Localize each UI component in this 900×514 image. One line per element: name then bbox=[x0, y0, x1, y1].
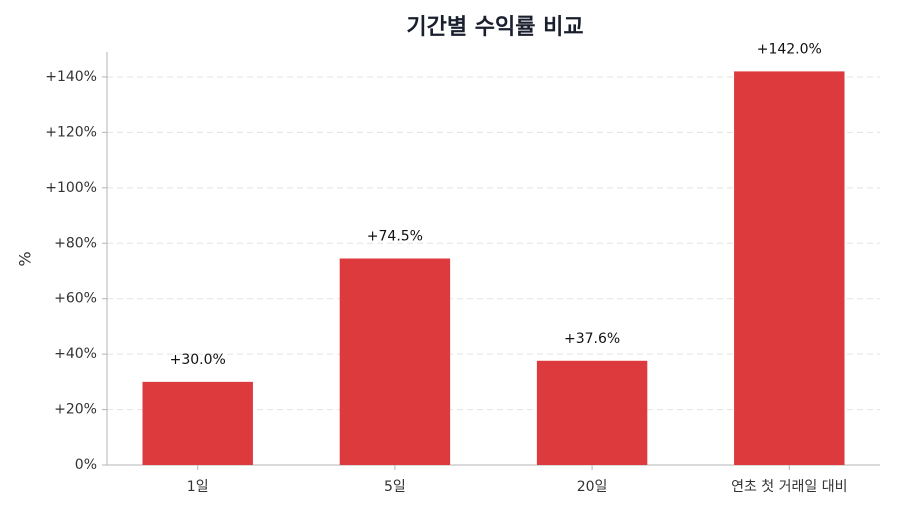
y-tick-label: +100% bbox=[45, 180, 97, 196]
x-tick-label: 5일 bbox=[384, 479, 406, 495]
bar bbox=[142, 381, 253, 465]
y-tick-label: +80% bbox=[54, 235, 97, 251]
value-label: +74.5% bbox=[367, 229, 423, 245]
y-tick-label: 0% bbox=[75, 457, 97, 473]
y-tick-label: +60% bbox=[54, 291, 97, 307]
bar bbox=[734, 71, 845, 466]
y-tick-label: +140% bbox=[45, 69, 97, 85]
y-tick-label: +120% bbox=[45, 124, 97, 140]
y-axis-label: % bbox=[16, 251, 35, 266]
y-tick-label: +40% bbox=[54, 346, 97, 362]
value-label: +30.0% bbox=[170, 352, 226, 368]
value-label: +142.0% bbox=[757, 41, 822, 57]
x-tick-label: 연초 첫 거래일 대비 bbox=[731, 479, 847, 495]
x-tick-label: 20일 bbox=[577, 479, 608, 495]
value-label: +37.6% bbox=[564, 331, 620, 347]
y-tick-label: +20% bbox=[54, 402, 97, 418]
chart-title: 기간별 수익률 비교 bbox=[406, 15, 583, 40]
bar bbox=[339, 258, 451, 465]
bar bbox=[536, 360, 648, 465]
x-tick-label: 1일 bbox=[187, 479, 209, 495]
